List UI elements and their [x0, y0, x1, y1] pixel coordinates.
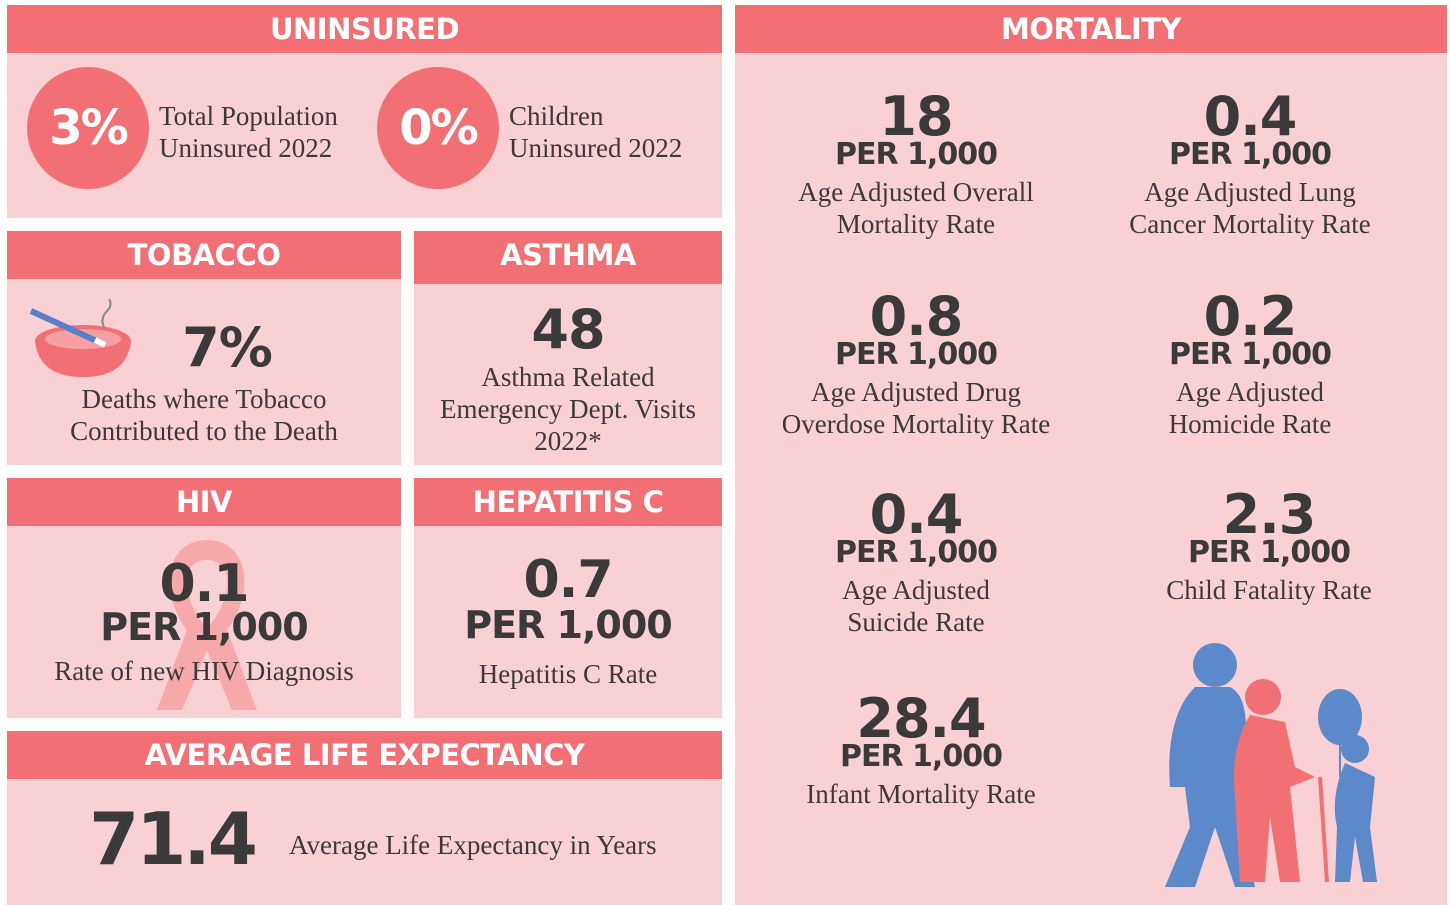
- label-line: Children: [509, 101, 604, 131]
- family-illustration: [1165, 643, 1377, 887]
- stat-unit: PER 1,000: [1169, 337, 1332, 372]
- uninsured-panel: UNINSURED 3% Total Population Uninsured 2…: [7, 5, 722, 218]
- stat-label: Age Adjusted Lung Cancer Mortality Rate: [1080, 176, 1420, 240]
- stat-label: Rate of new HIV Diagnosis: [7, 655, 401, 687]
- label-line: Child Fatality Rate: [1166, 575, 1372, 605]
- stat-value: 48: [531, 298, 605, 361]
- stat-circle: 3%: [27, 67, 149, 189]
- label-line: Mortality Rate: [836, 209, 996, 239]
- stat-unit: PER 1,000: [100, 605, 309, 649]
- panel-title: HIV: [7, 478, 401, 526]
- label-line: Age Adjusted Lung: [1144, 177, 1356, 207]
- stat-value: 0.4: [869, 483, 964, 546]
- panel-title: TOBACCO: [7, 231, 401, 279]
- stat-label: Deaths where Tobacco Contributed to the D…: [7, 383, 401, 447]
- stat-unit: PER 1,000: [835, 535, 998, 570]
- hiv-panel: HIV 0.1 PER 1,000 Rate of new HIV Diagno…: [7, 478, 401, 718]
- stat-label: Child Fatality Rate: [1099, 574, 1439, 606]
- label-line: Suicide Rate: [847, 607, 985, 637]
- asthma-panel: ASTHMA 48 Asthma Related Emergency Dept. …: [414, 231, 722, 465]
- stat-value: 18: [879, 85, 953, 148]
- tobacco-panel: TOBACCO 7% Deaths where Tobacco Contribut…: [7, 231, 401, 465]
- stat-value: 0.1: [159, 554, 249, 614]
- stat-label: Hepatitis C Rate: [414, 658, 722, 690]
- label-line: Age Adjusted Overall: [798, 177, 1034, 207]
- stat-value: 2.3: [1222, 483, 1317, 546]
- label-line: Rate of new HIV Diagnosis: [54, 656, 354, 686]
- stat-value: 0.2: [1203, 285, 1298, 348]
- stat-label: Age Adjusted Overall Mortality Rate: [746, 176, 1086, 240]
- hepatitis-panel: HEPATITIS C 0.7 PER 1,000 Hepatitis C Ra…: [414, 478, 722, 718]
- stat-label: Average Life Expectancy in Years: [289, 829, 657, 861]
- stat-unit: PER 1,000: [835, 337, 998, 372]
- stat-label: Asthma Related Emergency Dept. Visits 2022…: [414, 361, 722, 457]
- panel-title: MORTALITY: [735, 5, 1447, 53]
- label-line: Infant Mortality Rate: [806, 779, 1036, 809]
- label-line: Emergency Dept. Visits: [439, 394, 697, 424]
- label-line: Overdose Mortality Rate: [781, 409, 1051, 439]
- label-line: 2022*: [534, 426, 602, 456]
- ashtray-icon: [29, 299, 131, 377]
- stat-circle: 0%: [377, 67, 499, 189]
- label-line: Uninsured 2022: [159, 133, 333, 163]
- panel-title: HEPATITIS C: [414, 478, 722, 526]
- stat-unit: PER 1,000: [835, 137, 998, 172]
- label-line: Hepatitis C Rate: [478, 659, 658, 689]
- panel-title: AVERAGE LIFE EXPECTANCY: [7, 731, 722, 779]
- stat-value: 28.4: [856, 687, 986, 750]
- stat-value: 0.7: [523, 550, 613, 610]
- panel-title: UNINSURED: [7, 5, 722, 53]
- label-line: Age Adjusted Drug: [811, 377, 1021, 407]
- label-line: Contributed to the Death: [70, 416, 338, 446]
- stat-unit: PER 1,000: [1169, 137, 1332, 172]
- label-line: Homicide Rate: [1168, 409, 1332, 439]
- ribbon-icon: [157, 540, 257, 710]
- panel-title: ASTHMA: [414, 231, 722, 284]
- label-line: Asthma Related: [481, 362, 655, 392]
- label-line: Cancer Mortality Rate: [1129, 209, 1371, 239]
- stat-label: Children Uninsured 2022: [509, 100, 682, 164]
- stat-value: 7%: [182, 316, 273, 379]
- label-line: Age Adjusted: [1176, 377, 1324, 407]
- life-expectancy-panel: AVERAGE LIFE EXPECTANCY 71.4 Average Lif…: [7, 731, 722, 905]
- stat-label: Infant Mortality Rate: [751, 778, 1091, 810]
- stat-value: 0.8: [869, 285, 964, 348]
- label-line: Age Adjusted: [842, 575, 990, 605]
- stat-unit: PER 1,000: [1188, 535, 1351, 570]
- label-line: Average Life Expectancy in Years: [289, 830, 657, 860]
- stat-unit: PER 1,000: [840, 739, 1003, 774]
- mortality-panel: MORTALITY 18 PER 1,000 Age Adjusted Overal…: [735, 5, 1447, 905]
- label-line: Uninsured 2022: [509, 133, 683, 163]
- stat-label: Age Adjusted Suicide Rate: [746, 574, 1086, 638]
- stat-label: Age Adjusted Homicide Rate: [1080, 376, 1420, 440]
- stat-label: Age Adjusted Drug Overdose Mortality Rate: [746, 376, 1086, 440]
- label-line: Total Population: [159, 101, 338, 131]
- stat-label: Total Population Uninsured 2022: [159, 100, 338, 164]
- stat-value: 71.4: [89, 797, 258, 881]
- label-line: Deaths where Tobacco: [81, 384, 327, 414]
- stat-unit: PER 1,000: [464, 603, 673, 647]
- stat-value: 0.4: [1203, 85, 1298, 148]
